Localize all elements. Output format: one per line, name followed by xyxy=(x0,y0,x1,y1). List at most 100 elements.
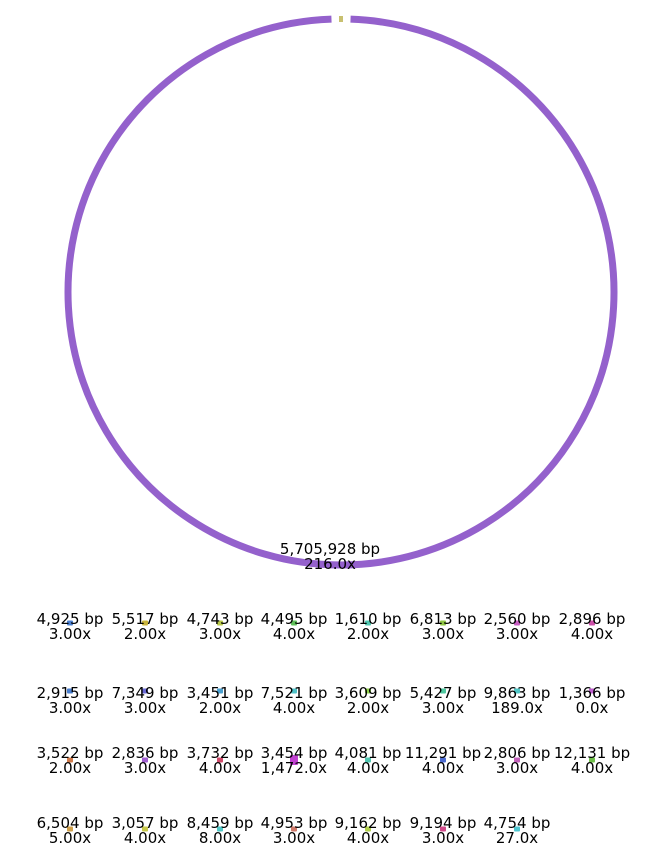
contig-length: 5,517 bp xyxy=(111,610,179,628)
contig-length: 3,057 bp xyxy=(111,814,179,832)
contig-depth: 3.00x xyxy=(421,625,465,643)
contig-depth: 3.00x xyxy=(48,625,92,643)
contig-depth: 3.00x xyxy=(495,759,539,777)
small-contig-marker xyxy=(67,826,73,832)
contig-depth: 4.00x xyxy=(421,759,465,777)
contig-length: 6,504 bp xyxy=(36,814,104,832)
small-contig-marker xyxy=(217,757,223,763)
contig-length: 4,925 bp xyxy=(36,610,104,628)
small-contig-marker xyxy=(440,826,446,832)
small-contig-label: 3,732 bp 4.00x xyxy=(187,746,254,776)
contig-length: 7,349 bp xyxy=(111,684,179,702)
small-contig-marker xyxy=(290,755,298,765)
small-contig-marker xyxy=(514,620,520,626)
contig-depth: 3.00x xyxy=(123,759,167,777)
small-contig-marker xyxy=(365,688,371,694)
small-contig-marker xyxy=(589,757,595,763)
contig-length: 4,953 bp xyxy=(260,814,328,832)
small-contig-marker xyxy=(142,826,148,832)
contig-depth: 0.0x xyxy=(575,699,609,717)
contig-length: 11,291 bp xyxy=(404,744,482,762)
small-contig-label: 3,057 bp 4.00x xyxy=(112,816,179,846)
contig-depth: 4.00x xyxy=(346,759,390,777)
contig-depth: 2.00x xyxy=(346,699,390,717)
small-contig-label: 4,081 bp 4.00x xyxy=(335,746,402,776)
small-contig-label: 8,459 bp 8.00x xyxy=(187,816,254,846)
contig-depth: 3.00x xyxy=(48,699,92,717)
contig-depth: 4.00x xyxy=(123,829,167,847)
small-contig-marker xyxy=(589,688,595,694)
small-contig-label: 9,194 bp 3.00x xyxy=(410,816,477,846)
contig-length: 9,863 bp xyxy=(483,684,551,702)
small-contig-marker xyxy=(440,620,446,626)
contig-depth: 3.00x xyxy=(421,699,465,717)
small-contig-label: 2,806 bp 3.00x xyxy=(484,746,551,776)
small-contig-label: 4,754 bp 27.0x xyxy=(484,816,551,846)
small-contig-marker xyxy=(217,620,223,626)
contig-length: 4,081 bp xyxy=(334,744,402,762)
small-contig-marker xyxy=(142,620,148,626)
contig-depth: 2.00x xyxy=(123,625,167,643)
small-contig-label: 2,836 bp 3.00x xyxy=(112,746,179,776)
small-contig-label: 2,896 bp 4.00x xyxy=(559,612,626,642)
contig-length: 3,732 bp xyxy=(186,744,254,762)
contig-length: 2,915 bp xyxy=(36,684,104,702)
small-contig-marker xyxy=(514,826,520,832)
contig-length: 2,806 bp xyxy=(483,744,551,762)
contig-length: 6,813 bp xyxy=(409,610,477,628)
small-contig-label: 3,454 bp 1,472.0x xyxy=(261,746,328,776)
contig-length: 9,162 bp xyxy=(334,814,402,832)
contig-depth: 4.00x xyxy=(346,829,390,847)
contig-length: 9,194 bp xyxy=(409,814,477,832)
small-contig-marker xyxy=(514,757,520,763)
small-contig-marker xyxy=(142,688,148,694)
contig-depth: 27.0x xyxy=(495,829,539,847)
small-contig-label: 12,131 bp 4.00x xyxy=(554,746,630,776)
small-contig-label: 3,609 bp 2.00x xyxy=(335,686,402,716)
small-contig-label: 5,517 bp 2.00x xyxy=(112,612,179,642)
small-contig-label: 9,863 bp 189.0x xyxy=(484,686,551,716)
contig-length: 8,459 bp xyxy=(186,814,254,832)
contig-depth: 3.00x xyxy=(272,829,316,847)
contig-depth: 3.00x xyxy=(198,625,242,643)
small-contig-marker xyxy=(142,757,148,763)
contig-length: 3,454 bp xyxy=(260,744,328,762)
small-contig-label: 3,451 bp 2.00x xyxy=(187,686,254,716)
contig-length: 5,705,928 bp xyxy=(279,540,381,558)
contig-length: 7,521 bp xyxy=(260,684,328,702)
contig-depth: 2.00x xyxy=(48,759,92,777)
small-contig-label: 9,162 bp 4.00x xyxy=(335,816,402,846)
small-contig-marker xyxy=(440,757,446,763)
contig-depth: 2.00x xyxy=(198,699,242,717)
main-contig-label: 5,705,928 bp 216.0x xyxy=(280,542,380,572)
contig-depth: 3.00x xyxy=(123,699,167,717)
contig-length: 4,495 bp xyxy=(260,610,328,628)
small-contig-marker xyxy=(514,688,520,694)
contig-length: 4,743 bp xyxy=(186,610,254,628)
contig-depth: 3.00x xyxy=(495,625,539,643)
small-contig-label: 1,366 bp 0.0x xyxy=(559,686,626,716)
contig-depth: 4.00x xyxy=(570,759,614,777)
small-contig-label: 11,291 bp 4.00x xyxy=(405,746,481,776)
contig-depth: 1,472.0x xyxy=(260,759,328,777)
small-contig-marker xyxy=(365,620,371,626)
small-contig-marker xyxy=(365,757,371,763)
main-contig-circle xyxy=(64,15,618,569)
small-contig-label: 4,925 bp 3.00x xyxy=(37,612,104,642)
contig-depth: 2.00x xyxy=(346,625,390,643)
small-contig-label: 2,915 bp 3.00x xyxy=(37,686,104,716)
small-contig-label: 7,521 bp 4.00x xyxy=(261,686,328,716)
contig-length: 12,131 bp xyxy=(553,744,631,762)
contig-length: 3,451 bp xyxy=(186,684,254,702)
small-contig-label: 4,953 bp 3.00x xyxy=(261,816,328,846)
small-contig-marker xyxy=(589,620,595,626)
contig-depth: 4.00x xyxy=(198,759,242,777)
contig-depth: 3.00x xyxy=(421,829,465,847)
contig-length: 4,754 bp xyxy=(483,814,551,832)
small-contig-label: 7,349 bp 3.00x xyxy=(112,686,179,716)
contig-length: 5,427 bp xyxy=(409,684,477,702)
contig-depth: 8.00x xyxy=(198,829,242,847)
small-contig-marker xyxy=(291,620,297,626)
contig-depth: 189.0x xyxy=(491,699,543,717)
